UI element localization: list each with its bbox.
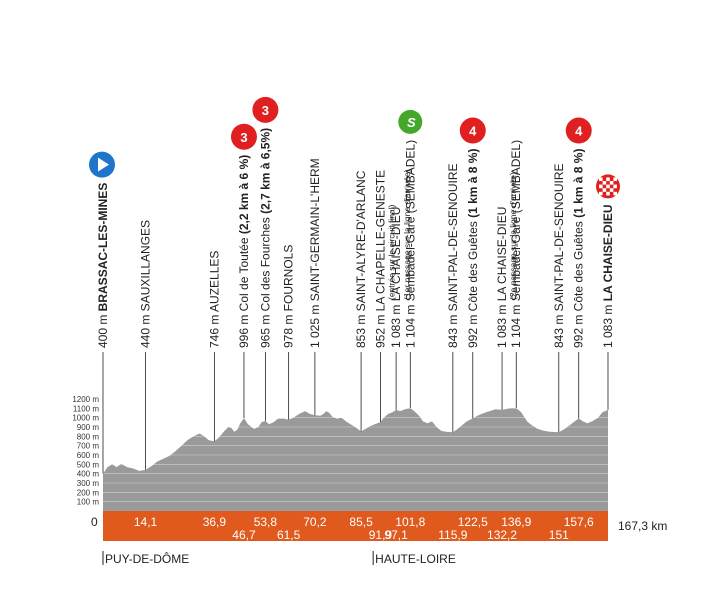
point-label: 1 104 m Sembadel-Gare (SEMBADEL) <box>509 140 523 348</box>
finish-flag-square <box>599 191 603 196</box>
climb-category-icon <box>252 96 279 123</box>
point-label: 853 m SAINT-ALYRE-D'ARLANC <box>354 170 368 348</box>
classification-badges: 33 S 4 4 <box>89 96 620 199</box>
km-label: 14,1 <box>134 515 158 529</box>
km-label: 97,1 <box>384 528 408 542</box>
sprint-letter: S <box>407 115 416 130</box>
elevation-profile <box>103 408 608 511</box>
climb-category-value: 4 <box>469 124 477 139</box>
point-label: 400 m BRASSAC-LES-MINES <box>96 183 110 348</box>
region-labels: PUY-DE-DÔME HAUTE-LOIRE <box>102 551 456 566</box>
point-labels: 400 m BRASSAC-LES-MINES 440 m SAUXILLANGE… <box>96 128 615 348</box>
point-label: 1 104 m Sembadel-Gare (SEMBADEL) <box>403 140 417 348</box>
finish-flag-square <box>606 177 610 182</box>
km-label: 61,5 <box>277 528 301 542</box>
finish-flag-square <box>602 181 607 185</box>
point-sublabel: (entrée sur le circuit final) <box>386 204 396 300</box>
y-tick-label: 800 m <box>77 432 100 441</box>
finish-flag-square <box>609 188 614 192</box>
point-label: 843 m SAINT-PAL-DE-SENOUIRE <box>552 164 566 349</box>
km-label: 91,9 <box>369 528 393 542</box>
finish-flag-square <box>606 191 610 196</box>
point-leader-lines <box>102 352 609 474</box>
climb-category-icon <box>459 117 486 144</box>
point-label: 746 m AUZELLES <box>207 251 221 348</box>
km-label: 151 <box>549 528 569 542</box>
region-label: HAUTE-LOIRE <box>375 552 456 566</box>
distance-bar <box>103 511 608 541</box>
point-label: 1 083 m LA CHAISE-DIEU <box>495 207 509 348</box>
point-label: 992 m Côte des Guêtes (1 km à 8 %) <box>466 149 480 348</box>
point-label: 952 m LA CHAPELLE-GENESTE <box>373 170 387 348</box>
profile-area <box>103 408 608 511</box>
km-label: 132,2 <box>487 528 517 542</box>
play-arrow-icon <box>98 157 109 172</box>
finish-flag-square <box>602 188 607 192</box>
km-label: 53,8 <box>254 515 278 529</box>
km-label: 122,5 <box>458 515 488 529</box>
y-tick-label: 500 m <box>77 460 100 469</box>
km-label: 101,8 <box>395 515 425 529</box>
km-label: 157,6 <box>564 515 594 529</box>
y-tick-label: 1100 m <box>73 404 99 413</box>
start-distance-label: 0 <box>91 515 98 529</box>
y-tick-label: 400 m <box>77 470 100 479</box>
finish-flag-square <box>613 191 617 196</box>
y-tick-label: 200 m <box>77 488 100 497</box>
climb-category-icon <box>565 117 592 144</box>
finish-flag-square <box>606 184 610 189</box>
km-label: 36,9 <box>203 515 227 529</box>
point-label: 978 m FOURNOLS <box>282 245 296 348</box>
sprint-icon <box>398 109 423 134</box>
finish-flag-square <box>609 181 614 185</box>
climb-category-value: 3 <box>262 103 269 118</box>
point-sublabel: (1er passage sur la ligne d'arrivée) <box>402 169 412 300</box>
y-tick-label: 1000 m <box>72 414 99 423</box>
y-tick-label: 100 m <box>77 498 100 507</box>
y-tick-label: 600 m <box>77 451 100 460</box>
point-label: 965 m Col des Fourches (2,7 km à 6,5%) <box>258 128 272 348</box>
total-distance-label: 167,3 km <box>618 519 667 533</box>
km-label: 46,7 <box>232 528 256 542</box>
point-label: 996 m Col de Toutée (2,2 km à 6 %) <box>237 155 251 348</box>
point-label: 1 083 m LA CHAISE-DIEU <box>389 207 403 348</box>
climb-category-value: 3 <box>240 130 247 145</box>
km-label: 136,9 <box>501 515 531 529</box>
distance-bar-fill <box>103 511 608 541</box>
finish-flag-square <box>613 184 617 189</box>
climb-category-icon <box>230 123 257 150</box>
y-tick-label: 700 m <box>77 442 100 451</box>
point-label: 440 m SAUXILLANGES <box>139 220 153 348</box>
finish-flag-square <box>599 184 603 189</box>
point-label: 843 m SAINT-PAL-DE-SENOUIRE <box>446 164 460 349</box>
y-tick-label: 1200 m <box>72 395 99 404</box>
km-label: 115,9 <box>438 528 467 542</box>
point-label: 1 025 m SAINT-GERMAIN-L'HERM <box>308 158 322 348</box>
finish-flag-square <box>613 177 617 182</box>
y-tick-label: 300 m <box>77 479 100 488</box>
altitude-grid <box>103 398 608 502</box>
km-label: 85,5 <box>349 515 373 529</box>
km-labels: 14,1 36,9 53,8 70,2 85,5 101,8 122,5 136,9 157,6… <box>134 515 594 542</box>
climb-category-value: 4 <box>575 124 583 139</box>
point-label: 1 083 m LA CHAISE-DIEU <box>601 204 615 348</box>
point-label: 992 m Côte des Guêtes (1 km à 8 %) <box>572 149 586 348</box>
finish-flag-square <box>599 177 603 182</box>
km-label: 70,2 <box>303 515 327 529</box>
point-sublabel: (2e passage sur la ligne d'arrivée) <box>508 172 518 300</box>
region-label: PUY-DE-DÔME <box>105 551 189 566</box>
y-tick-label: 900 m <box>77 423 100 432</box>
